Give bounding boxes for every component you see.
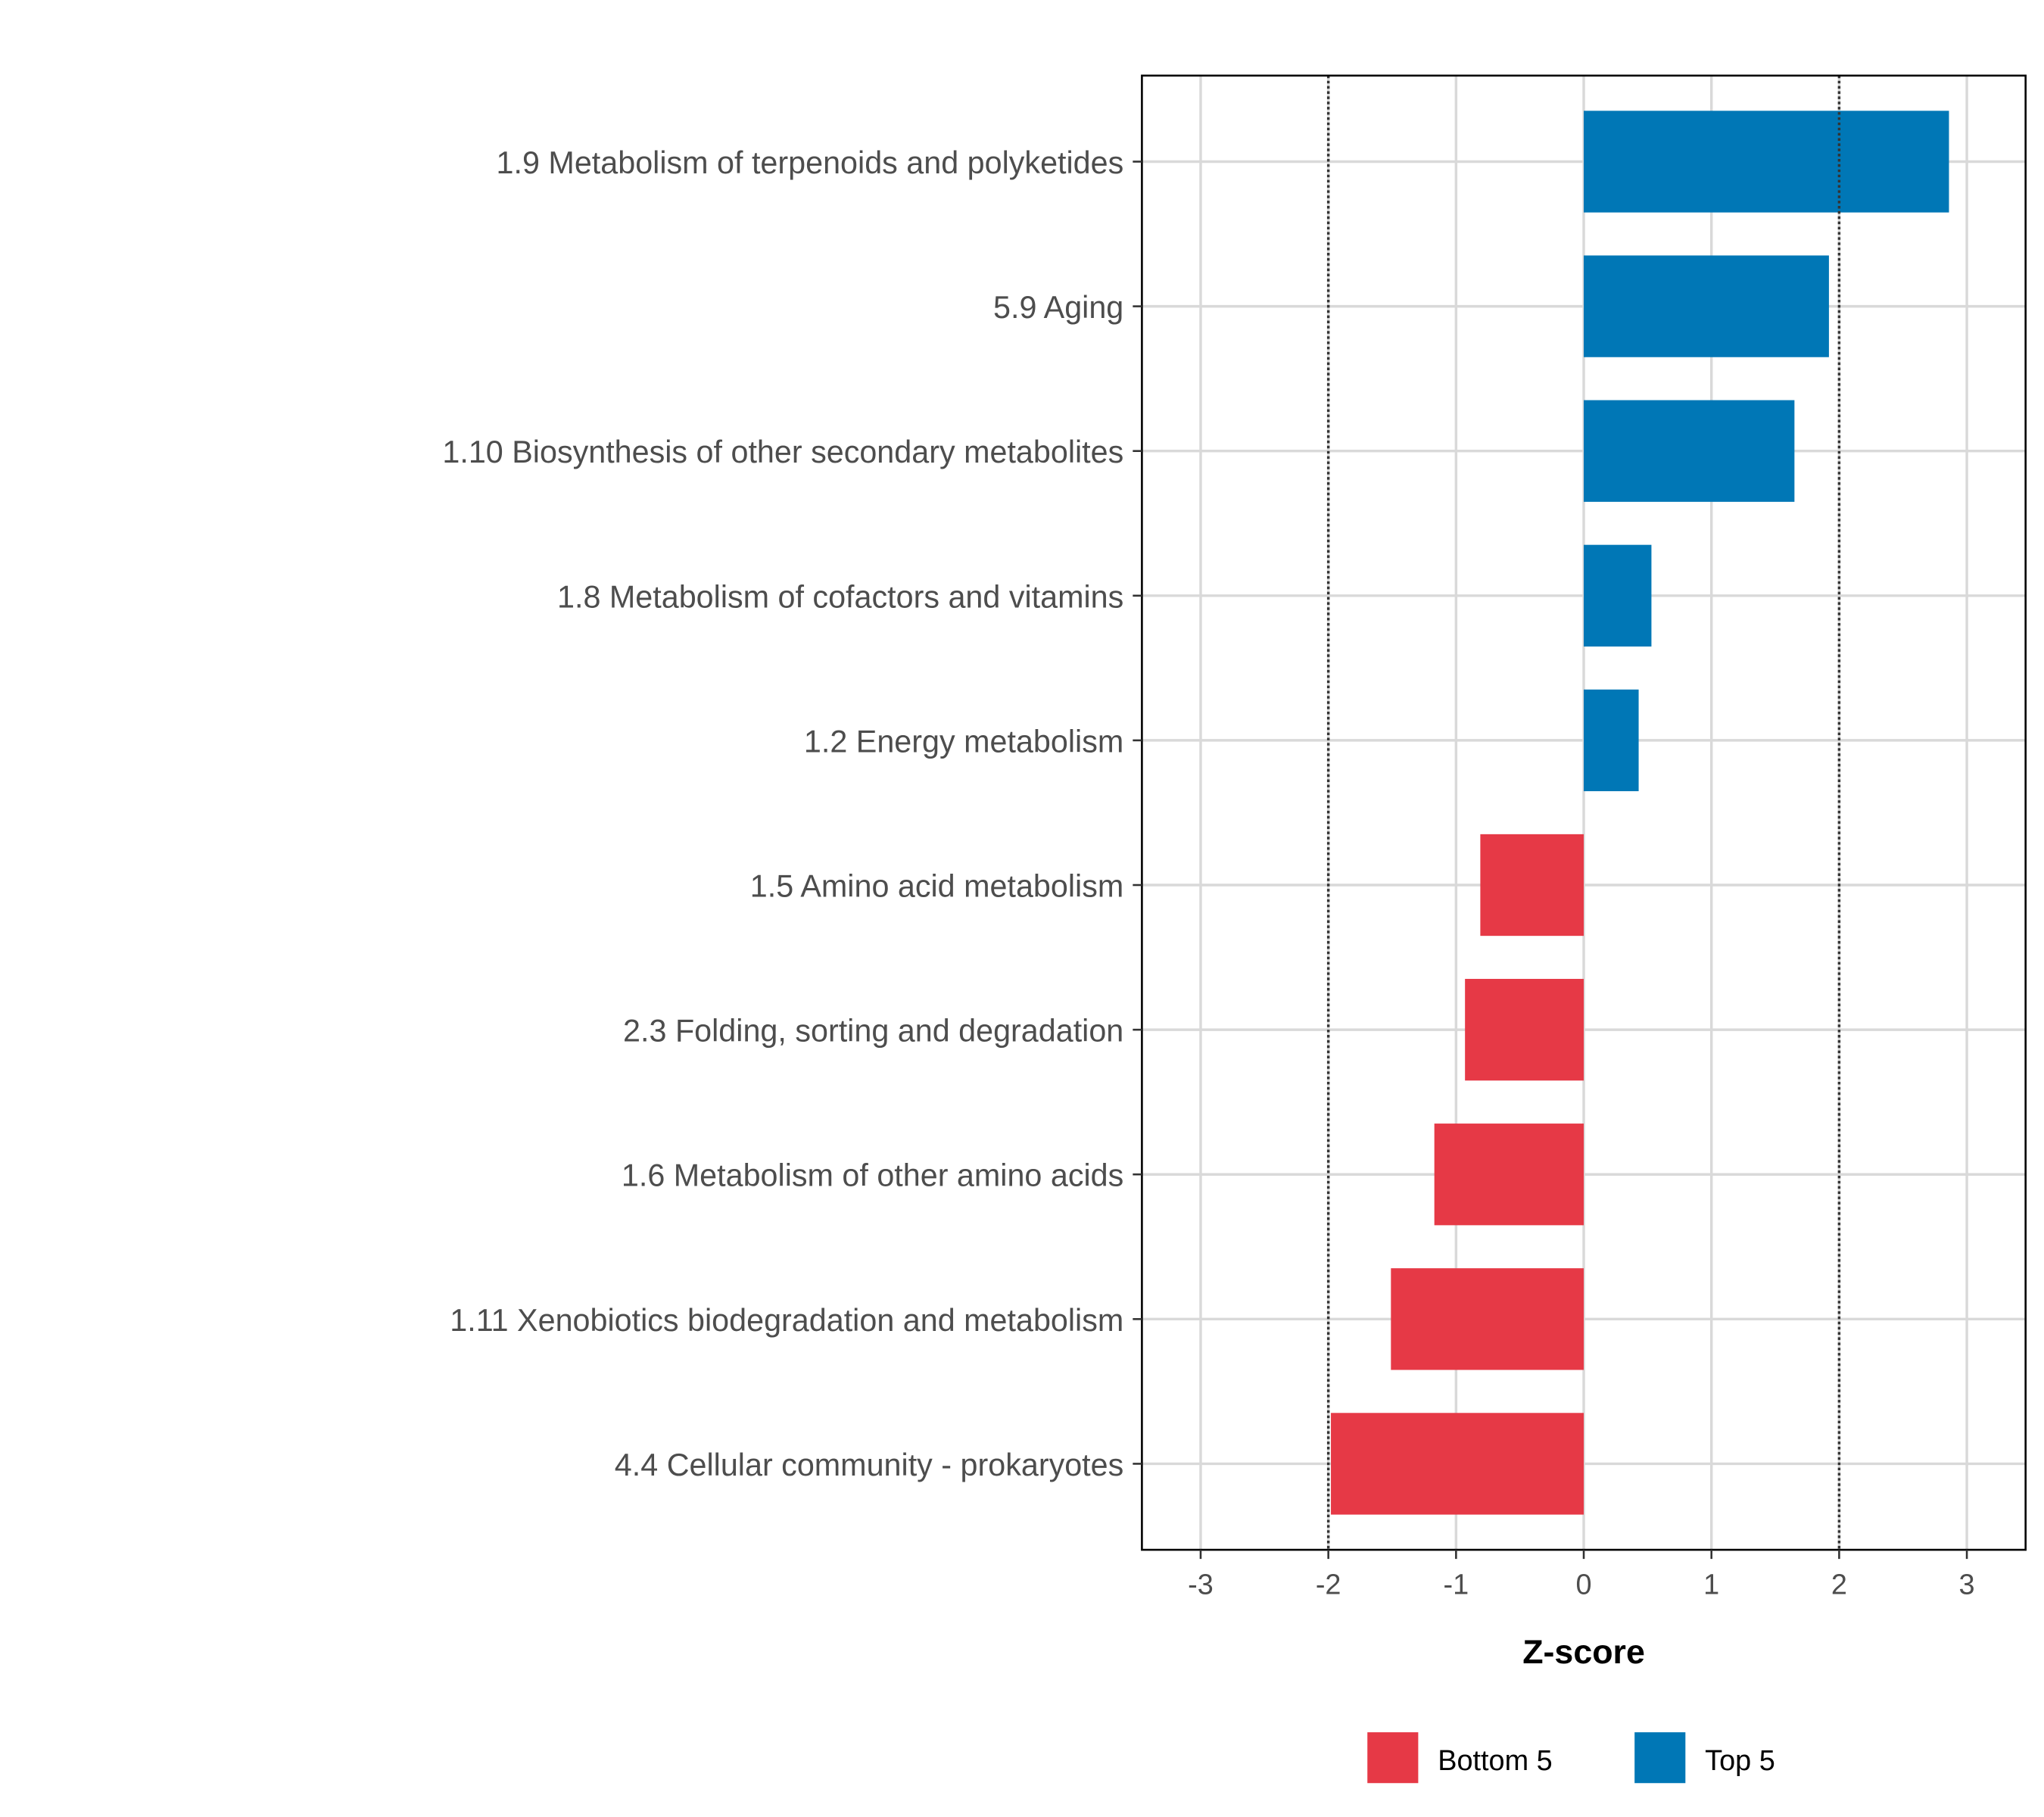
y-tick-label: 1.5 Amino acid metabolism [750, 869, 1124, 904]
legend-swatch-bottom5 [1367, 1732, 1419, 1784]
bars [1331, 111, 1949, 1515]
bar [1584, 544, 1652, 647]
legend: Bottom 5 Top 5 [1367, 1732, 1775, 1784]
x-tick-label: 1 [1703, 1569, 1719, 1601]
x-tick-label: -3 [1188, 1569, 1214, 1601]
y-tick-label: 1.10 Biosynthesis of other secondary met… [442, 435, 1123, 469]
y-axis: 1.9 Metabolism of terpenoids and polyket… [442, 145, 1142, 1482]
x-tick-label: 0 [1576, 1569, 1592, 1601]
legend-label-top5: Top 5 [1705, 1745, 1775, 1777]
bar [1331, 1413, 1584, 1515]
y-tick-label: 5.9 Aging [993, 290, 1123, 325]
y-tick-label: 1.2 Energy metabolism [804, 724, 1123, 759]
y-tick-label: 4.4 Cellular community - prokaryotes [615, 1448, 1123, 1482]
x-axis: -3 -2 -1 0 1 2 3 [1188, 1550, 1975, 1601]
y-tick-label: 1.6 Metabolism of other amino acids [622, 1158, 1123, 1193]
x-axis-label: Z-score [1522, 1633, 1645, 1671]
bar [1584, 111, 1949, 213]
x-tick-label: 3 [1959, 1569, 1975, 1601]
bar [1434, 1124, 1584, 1226]
bar [1584, 689, 1639, 792]
legend-label-bottom5: Bottom 5 [1438, 1745, 1553, 1777]
bar [1584, 400, 1795, 502]
x-tick-label: 2 [1831, 1569, 1847, 1601]
bar [1391, 1268, 1584, 1370]
x-tick-label: -1 [1444, 1569, 1469, 1601]
reference-lines [1326, 75, 1841, 1551]
y-tick-label: 2.3 Folding, sorting and degradation [623, 1014, 1123, 1049]
legend-swatch-top5 [1634, 1732, 1686, 1784]
y-tick-label: 1.9 Metabolism of terpenoids and polyket… [497, 145, 1124, 180]
y-tick-label: 1.8 Metabolism of cofactors and vitamins [557, 579, 1123, 614]
bar [1465, 978, 1584, 1081]
bar [1480, 834, 1584, 937]
x-tick-label: -2 [1316, 1569, 1341, 1601]
bar [1584, 255, 1829, 357]
y-tick-label: 1.11 Xenobiotics biodegradation and meta… [450, 1303, 1123, 1338]
